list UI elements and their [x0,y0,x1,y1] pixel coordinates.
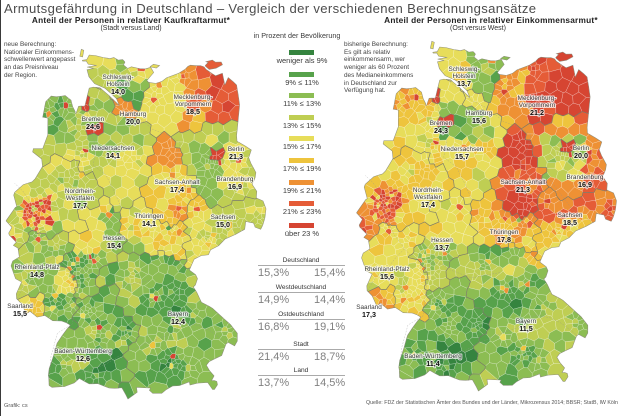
svg-text:Vorpommern: Vorpommern [519,102,556,109]
svg-text:17,4: 17,4 [421,200,435,209]
svg-text:Rheinland-Pfalz: Rheinland-Pfalz [14,264,59,271]
svg-text:Hamburg: Hamburg [466,110,493,117]
svg-text:Mecklenburg-: Mecklenburg- [518,95,557,102]
svg-text:17,8: 17,8 [497,235,511,244]
svg-text:11,5: 11,5 [519,324,533,333]
svg-text:24,6: 24,6 [86,122,100,131]
svg-text:17,7: 17,7 [73,201,87,210]
svg-text:14,1: 14,1 [106,151,120,160]
svg-text:17,3: 17,3 [362,310,376,319]
svg-text:18,5: 18,5 [563,218,577,227]
svg-text:Mecklenburg-: Mecklenburg- [174,94,213,101]
svg-text:Sachsen-Anhalt: Sachsen-Anhalt [154,179,199,186]
svg-text:Thüringen: Thüringen [135,213,164,220]
svg-text:Westfalen: Westfalen [66,195,95,202]
svg-text:Saarland: Saarland [356,304,382,311]
svg-text:16,9: 16,9 [578,180,592,189]
svg-text:15,6: 15,6 [472,116,486,125]
svg-text:Holstein: Holstein [106,81,130,88]
svg-text:18,5: 18,5 [186,107,200,116]
svg-text:Holstein: Holstein [452,73,476,80]
svg-text:14,8: 14,8 [30,270,44,279]
svg-text:Hessen: Hessen [431,237,453,244]
svg-text:20,0: 20,0 [126,117,140,126]
svg-text:21,3: 21,3 [229,152,243,161]
svg-text:15,5: 15,5 [13,309,27,318]
svg-text:Bayern: Bayern [168,311,189,318]
svg-text:Nordrhein-: Nordrhein- [413,187,443,194]
svg-text:24,3: 24,3 [434,126,448,135]
svg-text:Bayern: Bayern [516,318,537,325]
svg-text:Schleswig-: Schleswig- [449,66,480,73]
svg-text:14,1: 14,1 [142,219,156,228]
svg-text:17,4: 17,4 [170,185,184,194]
svg-text:Westfalen: Westfalen [414,194,443,201]
svg-text:14,0: 14,0 [111,87,125,96]
svg-text:Baden-Württemberg: Baden-Württemberg [404,353,462,360]
svg-text:Bremen: Bremen [82,116,105,123]
svg-text:15,4: 15,4 [107,241,121,250]
svg-text:20,0: 20,0 [574,151,588,160]
svg-text:Berlin: Berlin [228,146,245,153]
svg-text:12,6: 12,6 [76,354,90,363]
svg-text:Niedersachsen: Niedersachsen [92,145,135,152]
svg-text:Brandenburg: Brandenburg [567,174,604,181]
svg-text:Sachsen: Sachsen [211,214,236,221]
svg-text:Niedersachsen: Niedersachsen [441,146,484,153]
svg-text:11,4: 11,4 [426,359,440,368]
svg-text:Nordrhein-: Nordrhein- [65,188,95,195]
svg-text:Rheinland-Pfalz: Rheinland-Pfalz [364,266,409,273]
svg-text:Brandenburg: Brandenburg [217,176,254,183]
svg-text:21,3: 21,3 [516,185,530,194]
svg-text:Saarland: Saarland [7,303,33,310]
svg-text:Schleswig-: Schleswig- [103,74,134,81]
svg-text:Sachsen: Sachsen [558,212,583,219]
svg-text:12,4: 12,4 [171,317,185,326]
svg-text:13,7: 13,7 [435,243,449,252]
svg-text:13,7: 13,7 [457,79,471,88]
svg-text:Berlin: Berlin [573,145,590,152]
svg-text:16,9: 16,9 [228,182,242,191]
svg-text:Thüringen: Thüringen [490,229,519,236]
svg-text:Baden-Württemberg: Baden-Württemberg [54,348,112,355]
svg-text:Hamburg: Hamburg [120,111,147,118]
svg-text:Bremen: Bremen [430,120,453,127]
svg-text:15,7: 15,7 [455,152,469,161]
svg-text:Sachsen-Anhalt: Sachsen-Anhalt [500,179,545,186]
svg-text:15,6: 15,6 [380,272,394,281]
svg-text:21,2: 21,2 [530,108,544,117]
svg-text:Hessen: Hessen [103,235,125,242]
svg-text:Vorpommern: Vorpommern [175,101,212,108]
svg-text:15,0: 15,0 [216,220,230,229]
